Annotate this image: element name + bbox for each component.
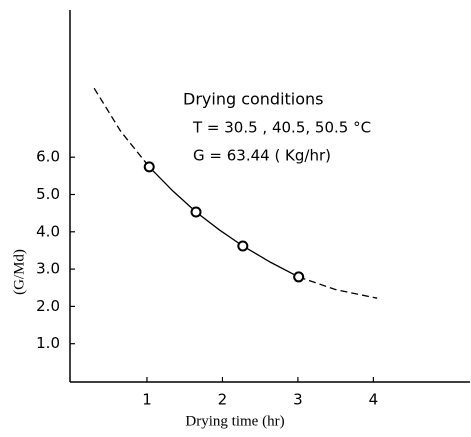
annotation: T = 30.5 , 40.5, 50.5 °C [192,119,371,137]
fit-curve [148,166,299,278]
y-axis-label: (G/Md) [11,249,27,295]
y-tick-label: 3.0 [36,260,60,278]
y-tick-label: 6.0 [36,148,60,166]
data-point [143,161,155,173]
x-tick-label: 2 [218,391,228,409]
fit-curve [298,276,378,299]
y-tick-label: 4.0 [36,222,60,240]
data-point [293,271,305,283]
x-tick-label: 3 [293,391,303,409]
x-tick-label: 4 [369,391,379,409]
data-point [237,240,249,252]
annotation: Drying conditions [183,90,324,109]
annotation: G = 63.44 ( Kg/hr) [193,147,331,165]
y-tick-label: 2.0 [36,297,60,315]
data-point [190,206,202,218]
y-tick-label: 1.0 [36,334,60,352]
y-tick-label: 5.0 [36,185,60,203]
fit-curve [93,87,150,168]
x-axis-label: Drying time (hr) [185,413,284,429]
x-tick-label: 1 [142,391,152,409]
